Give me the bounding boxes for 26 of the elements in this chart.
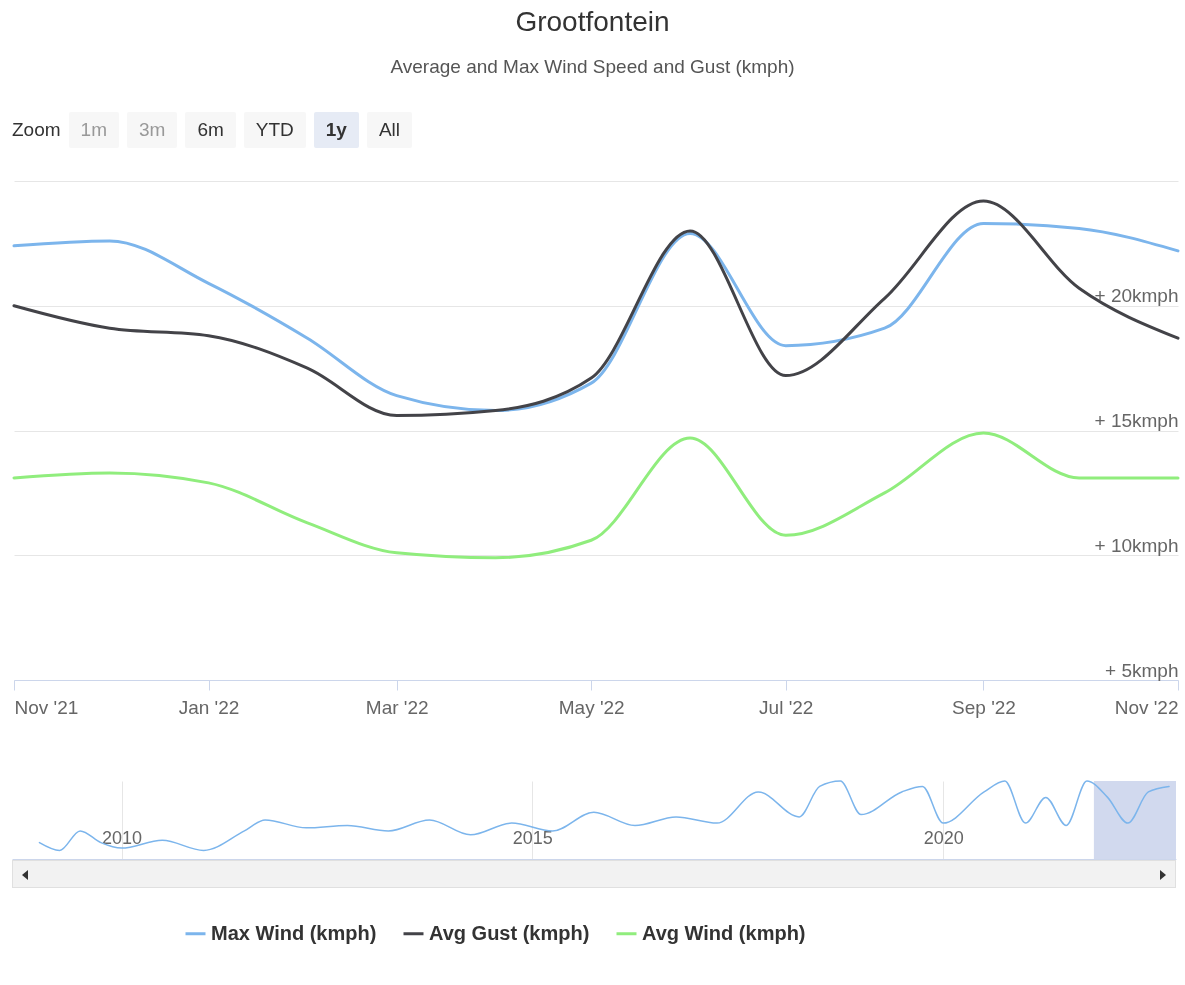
- text: Zoom: [12, 119, 61, 141]
- x-tick-label: 2015: [512, 827, 553, 848]
- x-tick-label: Nov '22: [1114, 696, 1179, 718]
- text: 1m: [68, 112, 119, 148]
- text: 3m: [126, 112, 178, 148]
- legend-label: Avg Gust (kmph): [429, 921, 590, 944]
- legend-label: Avg Wind (kmph): [642, 921, 806, 944]
- x-tick-label: Jan '22: [178, 696, 240, 718]
- chart-subtitle: Average and Max Wind Speed and Gust (kmph): [389, 56, 796, 78]
- x-tick-label: May '22: [558, 696, 625, 718]
- legend-label: Max Wind (kmph): [211, 921, 377, 944]
- x-tick-label: 2020: [923, 827, 964, 848]
- x-tick-label: Mar '22: [365, 696, 429, 718]
- chart-title: Grootfontein: [514, 5, 671, 38]
- x-tick-label: Nov '21: [14, 696, 79, 718]
- y-tick-label: + 15kmph: [1094, 410, 1179, 431]
- text: 1y: [313, 112, 359, 148]
- text: 6m: [185, 112, 236, 148]
- y-tick-label: + 10kmph: [1094, 534, 1179, 556]
- x-tick-label: 2010: [102, 827, 143, 848]
- y-tick-label: + 20kmph: [1094, 285, 1179, 307]
- x-tick-label: Jul '22: [759, 696, 814, 718]
- text: YTD: [243, 112, 306, 148]
- y-tick-label: + 5kmph: [1105, 659, 1179, 681]
- text: All: [366, 112, 413, 148]
- x-tick-label: Sep '22: [952, 696, 1016, 718]
